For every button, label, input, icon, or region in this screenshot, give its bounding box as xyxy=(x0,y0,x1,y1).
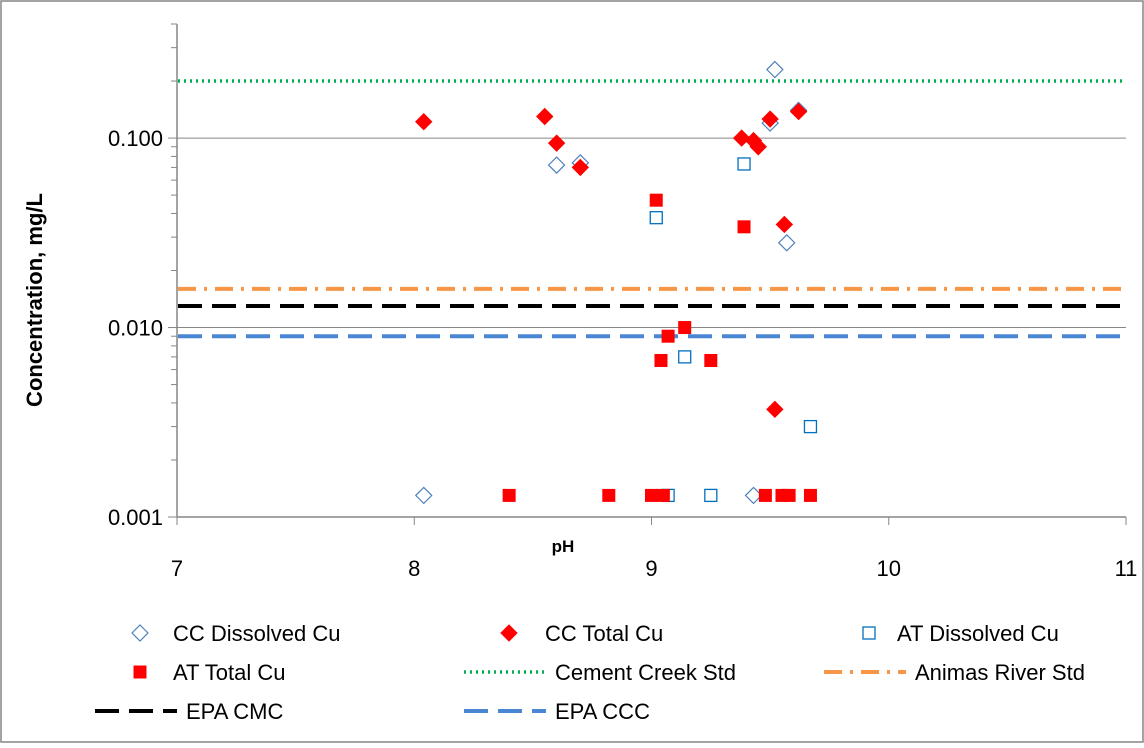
legend-label: AT Total Cu xyxy=(173,660,286,685)
x-tick-label: 10 xyxy=(877,556,901,581)
data-point xyxy=(737,157,751,171)
legend-label: AT Dissolved Cu xyxy=(897,621,1059,646)
data-point xyxy=(678,321,692,335)
data-point xyxy=(654,353,668,367)
legend-marker xyxy=(133,665,147,679)
data-point xyxy=(704,353,718,367)
data-point xyxy=(732,129,751,147)
data-point xyxy=(678,350,692,364)
x-tick-label: 11 xyxy=(1115,556,1138,581)
y-tick-label: 0.001 xyxy=(108,505,163,530)
data-point xyxy=(766,400,784,419)
tick-labels: 7 8 9 10 11 0.001 0.010 0.100 xyxy=(108,126,1137,581)
data-point xyxy=(789,102,808,121)
data-point xyxy=(758,488,772,502)
legend-entry: AT Dissolved Cu xyxy=(862,621,1059,646)
data-point xyxy=(744,486,763,505)
data-point xyxy=(649,193,663,207)
legend-marker xyxy=(862,626,876,640)
legend-label: Animas River Std xyxy=(915,660,1085,685)
data-point xyxy=(803,419,818,434)
data-points xyxy=(414,60,818,505)
data-point xyxy=(775,215,794,234)
data-point xyxy=(645,488,658,502)
legend-entry: CC Dissolved Cu xyxy=(131,621,341,646)
x-axis-label: pH xyxy=(552,537,575,556)
legend-marker xyxy=(500,624,518,642)
legend-entry: Cement Creek Std xyxy=(464,660,736,685)
data-point xyxy=(777,233,796,252)
x-tick-label: 9 xyxy=(645,556,657,581)
data-point xyxy=(602,488,616,502)
legend-label: Cement Creek Std xyxy=(555,660,736,685)
data-point xyxy=(656,488,670,502)
data-point xyxy=(502,488,516,502)
legend-entry: CC Total Cu xyxy=(500,621,663,646)
legend-label: EPA CMC xyxy=(186,699,284,724)
legend-label: EPA CCC xyxy=(555,699,650,724)
data-point xyxy=(782,488,796,502)
data-point xyxy=(737,220,751,234)
data-point xyxy=(536,107,554,126)
standard-lines xyxy=(178,79,1126,339)
legend-entry: EPA CMC xyxy=(95,699,284,724)
data-point xyxy=(547,134,566,152)
data-point xyxy=(661,329,675,343)
data-point xyxy=(414,486,433,505)
data-point xyxy=(571,158,590,177)
y-tick-label: 0.100 xyxy=(108,126,163,151)
legend-label: CC Dissolved Cu xyxy=(173,621,341,646)
data-point xyxy=(803,488,817,502)
data-point xyxy=(415,112,433,131)
legend-label: CC Total Cu xyxy=(545,621,663,646)
legend: CC Dissolved Cu CC Total Cu AT Dissolved C… xyxy=(95,621,1085,724)
legend-entry: EPA CCC xyxy=(464,699,650,724)
data-point xyxy=(761,110,779,128)
y-tick-label: 0.010 xyxy=(108,316,163,341)
data-point xyxy=(649,211,663,225)
data-point xyxy=(704,488,718,503)
data-point xyxy=(749,138,767,156)
x-tick-label: 7 xyxy=(171,556,183,581)
axes xyxy=(168,23,1127,525)
legend-entry: AT Total Cu xyxy=(133,660,286,685)
x-tick-label: 8 xyxy=(408,556,420,581)
data-point xyxy=(766,60,784,79)
y-axis-label: Concentration, mg/L xyxy=(22,193,47,407)
legend-marker xyxy=(131,624,149,642)
legend-entry: Animas River Std xyxy=(824,660,1085,685)
data-point xyxy=(547,156,566,174)
